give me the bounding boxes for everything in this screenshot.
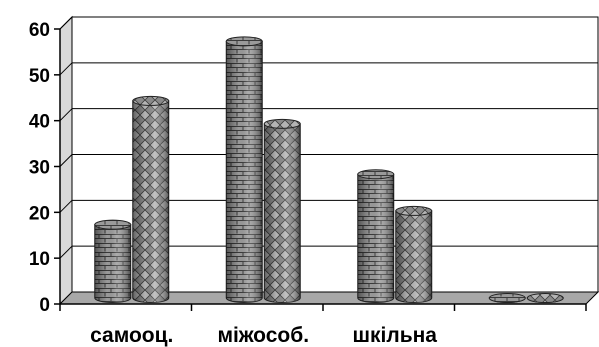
bar-top-2-0 xyxy=(357,169,395,180)
y-tick-label: 60 xyxy=(29,20,50,41)
y-tick-label: 20 xyxy=(29,203,50,224)
bar-shade-1-1 xyxy=(264,123,301,303)
x-category-label: міжособ. xyxy=(217,324,309,347)
y-tick-label: 40 xyxy=(29,112,50,133)
bar-top-0-0 xyxy=(94,219,132,230)
bar-top-3-0 xyxy=(488,293,526,303)
gridline-side xyxy=(59,62,73,76)
y-tick-label: 30 xyxy=(29,158,50,179)
y-tick-label: 0 xyxy=(39,295,50,316)
bar-top-2-1 xyxy=(395,205,433,216)
x-category-label: шкільна xyxy=(353,324,438,347)
bar-shade-1-0 xyxy=(226,41,263,303)
bar-top-3-1 xyxy=(526,293,564,303)
gridline-side xyxy=(59,16,73,30)
bar-shade-2-1 xyxy=(395,210,432,303)
gridline-side xyxy=(59,199,73,213)
x-category-label: самооц. xyxy=(90,324,173,347)
bar-shade-0-0 xyxy=(94,224,131,303)
bar-shade-0-1 xyxy=(132,100,169,303)
bar-top-1-0 xyxy=(225,36,263,47)
y-tick-label: 50 xyxy=(29,66,50,87)
gridline-side xyxy=(59,108,73,122)
y-tick-label: 10 xyxy=(29,249,50,270)
gridline-side xyxy=(59,245,73,259)
bar-top-1-1 xyxy=(263,118,301,129)
gridline-side xyxy=(59,154,73,167)
bar-shade-2-0 xyxy=(357,174,394,303)
bar-top-0-1 xyxy=(132,95,170,106)
